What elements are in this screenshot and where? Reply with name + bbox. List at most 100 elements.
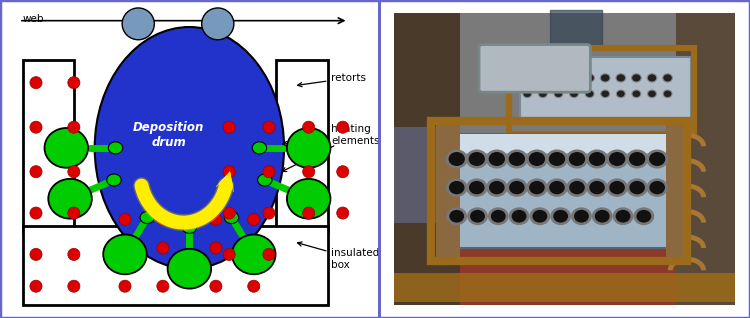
Ellipse shape — [122, 8, 154, 40]
Circle shape — [538, 74, 548, 82]
Circle shape — [601, 74, 610, 82]
Circle shape — [613, 207, 634, 225]
Circle shape — [523, 74, 532, 82]
Bar — [394, 289, 735, 302]
Circle shape — [586, 178, 608, 197]
Ellipse shape — [223, 248, 236, 260]
Circle shape — [616, 74, 626, 82]
Ellipse shape — [257, 174, 272, 186]
Circle shape — [529, 181, 544, 194]
Ellipse shape — [223, 166, 236, 178]
Bar — [394, 273, 735, 281]
Circle shape — [489, 152, 505, 166]
Ellipse shape — [202, 8, 234, 40]
Circle shape — [609, 181, 625, 194]
Ellipse shape — [68, 248, 80, 260]
Ellipse shape — [302, 121, 315, 133]
Ellipse shape — [30, 280, 42, 292]
Circle shape — [509, 207, 530, 225]
Bar — [446, 134, 683, 153]
Circle shape — [606, 149, 628, 169]
Circle shape — [629, 152, 645, 166]
Circle shape — [632, 90, 640, 98]
Ellipse shape — [182, 221, 196, 233]
Ellipse shape — [210, 213, 222, 225]
Bar — [436, 124, 460, 258]
Bar — [394, 13, 735, 140]
Ellipse shape — [157, 242, 169, 254]
Polygon shape — [446, 134, 683, 248]
Circle shape — [529, 152, 545, 166]
Circle shape — [590, 181, 604, 194]
Circle shape — [609, 152, 625, 166]
Circle shape — [629, 181, 645, 194]
Circle shape — [632, 74, 641, 82]
Circle shape — [647, 90, 656, 98]
Bar — [676, 13, 735, 305]
Circle shape — [467, 207, 488, 225]
Circle shape — [448, 152, 465, 166]
Ellipse shape — [140, 211, 154, 224]
Circle shape — [466, 178, 488, 197]
Bar — [394, 281, 735, 289]
Circle shape — [568, 152, 585, 166]
Circle shape — [490, 210, 506, 223]
Circle shape — [549, 152, 565, 166]
Circle shape — [554, 210, 568, 223]
Ellipse shape — [337, 121, 349, 133]
Circle shape — [595, 210, 610, 223]
Ellipse shape — [252, 142, 267, 154]
Circle shape — [512, 210, 526, 223]
Circle shape — [616, 210, 631, 223]
Ellipse shape — [262, 207, 275, 219]
Circle shape — [592, 207, 613, 225]
Ellipse shape — [30, 248, 42, 260]
Circle shape — [532, 210, 548, 223]
Ellipse shape — [108, 142, 123, 154]
Circle shape — [506, 178, 527, 197]
Circle shape — [589, 152, 605, 166]
Circle shape — [466, 149, 488, 169]
Circle shape — [554, 74, 563, 82]
Ellipse shape — [119, 213, 131, 225]
Circle shape — [574, 210, 589, 223]
Circle shape — [469, 152, 485, 166]
Ellipse shape — [262, 248, 275, 260]
Circle shape — [554, 90, 563, 98]
Circle shape — [446, 149, 468, 169]
Circle shape — [566, 149, 588, 169]
Ellipse shape — [337, 166, 349, 178]
Ellipse shape — [337, 207, 349, 219]
Ellipse shape — [68, 166, 80, 178]
Circle shape — [606, 178, 628, 197]
Ellipse shape — [223, 207, 236, 219]
Circle shape — [509, 181, 525, 194]
Text: Deposition
drum: Deposition drum — [133, 121, 204, 149]
Circle shape — [446, 178, 467, 197]
Ellipse shape — [287, 128, 331, 168]
Ellipse shape — [94, 27, 284, 269]
Circle shape — [650, 181, 665, 194]
Circle shape — [569, 181, 585, 194]
Ellipse shape — [302, 166, 315, 178]
Ellipse shape — [68, 121, 80, 133]
Text: insulated
box: insulated box — [298, 242, 380, 270]
Circle shape — [546, 149, 568, 169]
Circle shape — [637, 210, 651, 223]
Text: heating
elements: heating elements — [283, 124, 380, 146]
Bar — [277, 60, 328, 232]
Circle shape — [663, 74, 673, 82]
Polygon shape — [520, 57, 691, 121]
Circle shape — [449, 210, 464, 223]
Circle shape — [470, 210, 485, 223]
FancyBboxPatch shape — [479, 45, 590, 92]
Ellipse shape — [302, 207, 315, 219]
Ellipse shape — [223, 121, 236, 133]
Ellipse shape — [287, 179, 331, 219]
Circle shape — [550, 207, 571, 225]
Ellipse shape — [232, 235, 275, 274]
Ellipse shape — [30, 121, 42, 133]
Circle shape — [634, 207, 654, 225]
Circle shape — [616, 90, 626, 98]
Bar — [22, 226, 328, 305]
